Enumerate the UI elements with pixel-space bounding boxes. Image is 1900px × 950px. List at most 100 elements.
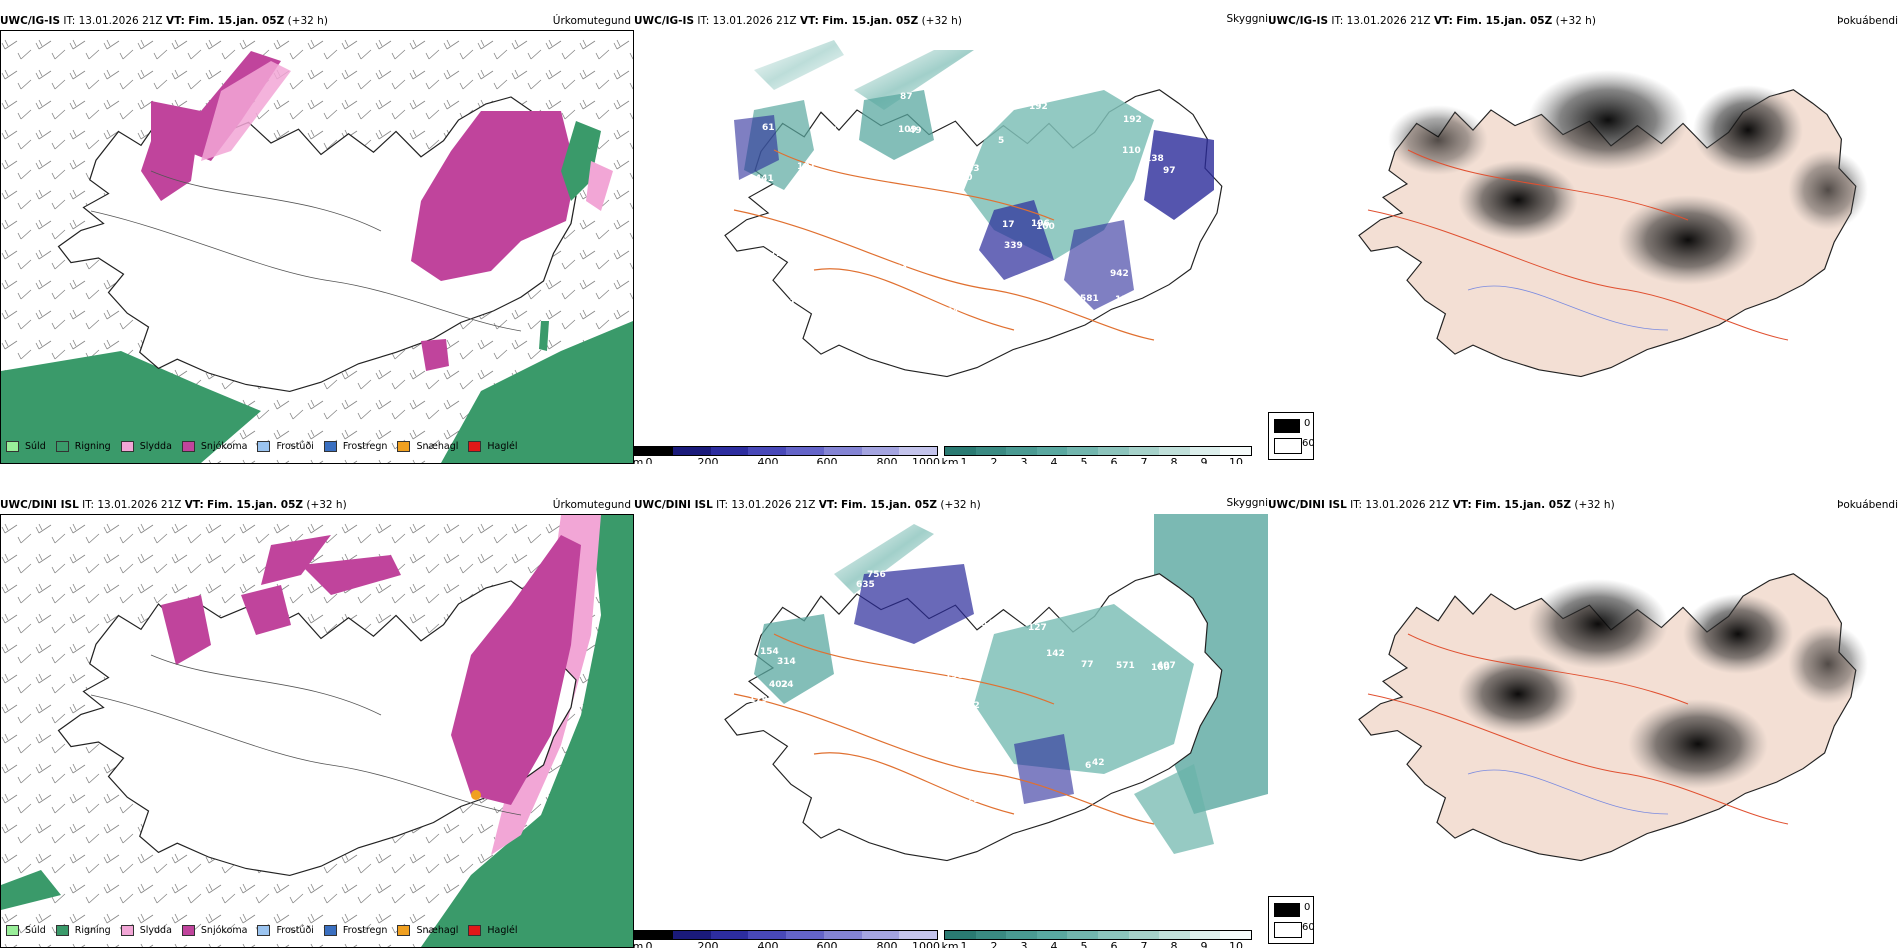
cloud-base-label: 5 [998,136,1004,146]
cloud-base-label: 64 [946,307,959,317]
cloud-base-label: 77 [1081,660,1094,670]
cloud-base-label: 895 [978,794,997,804]
cloud-base-label: 109 [898,125,917,135]
cloud-panel-top: UWC/IG-IS IT: 13.01.2026 21Z VT: Fim. 15… [634,14,1268,464]
snow-area [141,101,201,201]
panel-header: UWC/IG-IS IT: 13.01.2026 21Z VT: Fim. 15… [634,15,962,27]
cloud-map: 13 441 192 41 5 201 109 100 72 92 20 08 49 83 100 61 87 9… [634,30,1268,440]
panel-title: Þokuábendi [1837,15,1898,27]
cloud-base-label: 88 [912,759,925,769]
cloud-base-label: 154 [760,647,779,657]
cloud-base-label: 97 [1163,166,1176,176]
legend-item: Snjókoma [181,441,247,452]
legend-item: Slydda [120,441,172,452]
legend-item: Snæhagl [397,925,458,936]
legend-item: Haglél [468,441,518,452]
fog-legend: 0 60 [1268,896,1315,944]
legend-item: Snjókoma [181,925,247,936]
cloud-base-label: 96 [844,154,857,164]
cloud-base-label: 277 [818,126,837,136]
rain-area [1,351,261,463]
cloud-base-label: 942 [1110,269,1129,279]
legend-item: Súld [6,925,46,936]
cloud-base-label: 101 [797,162,816,172]
cloud-base-labels: 756 188 160 647 142 24 133 127 179 334 198 188 635 12… [732,570,1176,805]
panel-title: Skyggni [1226,498,1269,509]
cloud-base-label: 635 [856,580,875,590]
snow-area [451,535,581,805]
cloud-base-label: 24 [741,299,754,309]
cloud-base-label: 10 [960,173,973,183]
ceiling-colorbar: m 0 200 400 600 800 1000 [634,930,944,948]
rain-area [421,515,633,947]
panel-header: UWC/DINI ISL IT: 13.01.2026 21Z VT: Fim.… [0,499,347,511]
cloud-base-label: 100 [943,147,962,157]
sleet-area [201,61,291,161]
cloud-base-label: 738 [817,724,836,734]
cloud-base-label: 192 [1123,115,1142,125]
legend-item: Rigning [55,925,111,936]
legend-item: Frostregn [323,925,387,936]
cloud-base-label: 359 [819,291,838,301]
legend-item: Rigning [55,441,111,452]
cloud-base-labels: 13 441 192 41 5 201 109 100 72 92 20 08 49 83 100 61 87 9… [737,92,1176,317]
cloud-base-label: 92 [857,152,870,162]
cloud-base-label: 121 [857,691,876,701]
cloud-base-label: 84 [895,264,908,274]
cloud-base-label: 198 [945,671,964,681]
fog-legend: 0 60 [1268,412,1315,460]
cloud-base-label: 42 [1092,758,1105,768]
cloud-base-label: 402 [769,680,788,690]
cloud-base-label: 441 [755,174,774,184]
cloud-base-label: 08 [807,275,820,285]
panel-title: Skyggni [1226,14,1269,25]
fog-panel-top: UWC/IG-IS IT: 13.01.2026 21Z VT: Fim. 15… [1268,14,1900,464]
fog-panel-bottom: UWC/DINI ISL IT: 13.01.2026 21Z VT: Fim.… [1268,498,1900,948]
precip-type-panel-bottom: UWC/DINI ISL IT: 13.01.2026 21Z VT: Fim.… [0,498,634,948]
cloud-base-label: 13 [1115,295,1128,305]
cloud-base-label: 6 [1085,761,1091,771]
cloud-base-label: 188 [762,784,781,794]
cloud-base-label: 87 [900,92,913,102]
cloud-base-label: 407 [1157,661,1176,671]
panel-header: UWC/DINI ISL IT: 13.01.2026 21Z VT: Fim.… [1268,499,1615,511]
cloud-base-label: 160 [1151,663,1170,673]
legend-item: Frostúði [257,441,314,452]
cloud-base-label: 334 [975,619,994,629]
panel-header: UWC/DINI ISL IT: 13.01.2026 21Z VT: Fim.… [634,499,981,511]
legend-item: Snæhagl [397,441,458,452]
legend-item: Frostúði [257,925,314,936]
panel-header: UWC/IG-IS IT: 13.01.2026 21Z VT: Fim. 15… [0,15,328,27]
visibility-colorbar: km 1 2 3 4 5 6 7 8 9 10 [941,930,1264,948]
snow-area [411,111,576,281]
panel-title: Úrkomutegund [552,15,631,27]
cloud-base-label: 100 [1036,222,1055,232]
cloud-base-label: 61 [762,123,775,133]
cloud-base-label: 127 [1028,623,1047,633]
cloud-base-label: 581 [1080,294,1099,304]
cloud-base-label: 72 [770,249,783,259]
cloud-base-label: 13 [913,663,926,673]
cloud-base-label: 196 [1031,219,1050,229]
cloud-base-label: 24 [781,680,794,690]
cloud-base-label: 192 [1029,102,1048,112]
cloud-base-label: 18 [903,272,916,282]
legend-item: Frostregn [323,441,387,452]
legend-item: Súld [6,441,46,452]
cloud-base-label: 296 [967,795,986,805]
cloud-base-label: 179 [749,695,768,705]
legend-item: Haglél [468,925,518,936]
precip-legend: Súld Rigning Slydda Snjókoma Frostúði Fr… [6,925,528,936]
cloud-base-label: 49 [909,126,922,136]
cloud-map: 756 188 160 647 142 24 133 127 179 334 198 188 635 12… [634,514,1268,924]
cloud-base-label: 142 [961,701,980,711]
cloud-base-label: 130 [1069,574,1088,584]
precip-map [0,514,634,948]
legend-item: Slydda [120,925,172,936]
cloud-base-label: 110 [1122,146,1141,156]
cloud-base-label: 133 [747,605,766,615]
cloud-base-label: 83 [967,164,980,174]
cloud-base-label: 100 [895,186,914,196]
cloud-base-label: 41 [886,198,899,208]
visibility-colorbar: km 1 2 3 4 5 6 7 8 9 10 [941,446,1264,464]
